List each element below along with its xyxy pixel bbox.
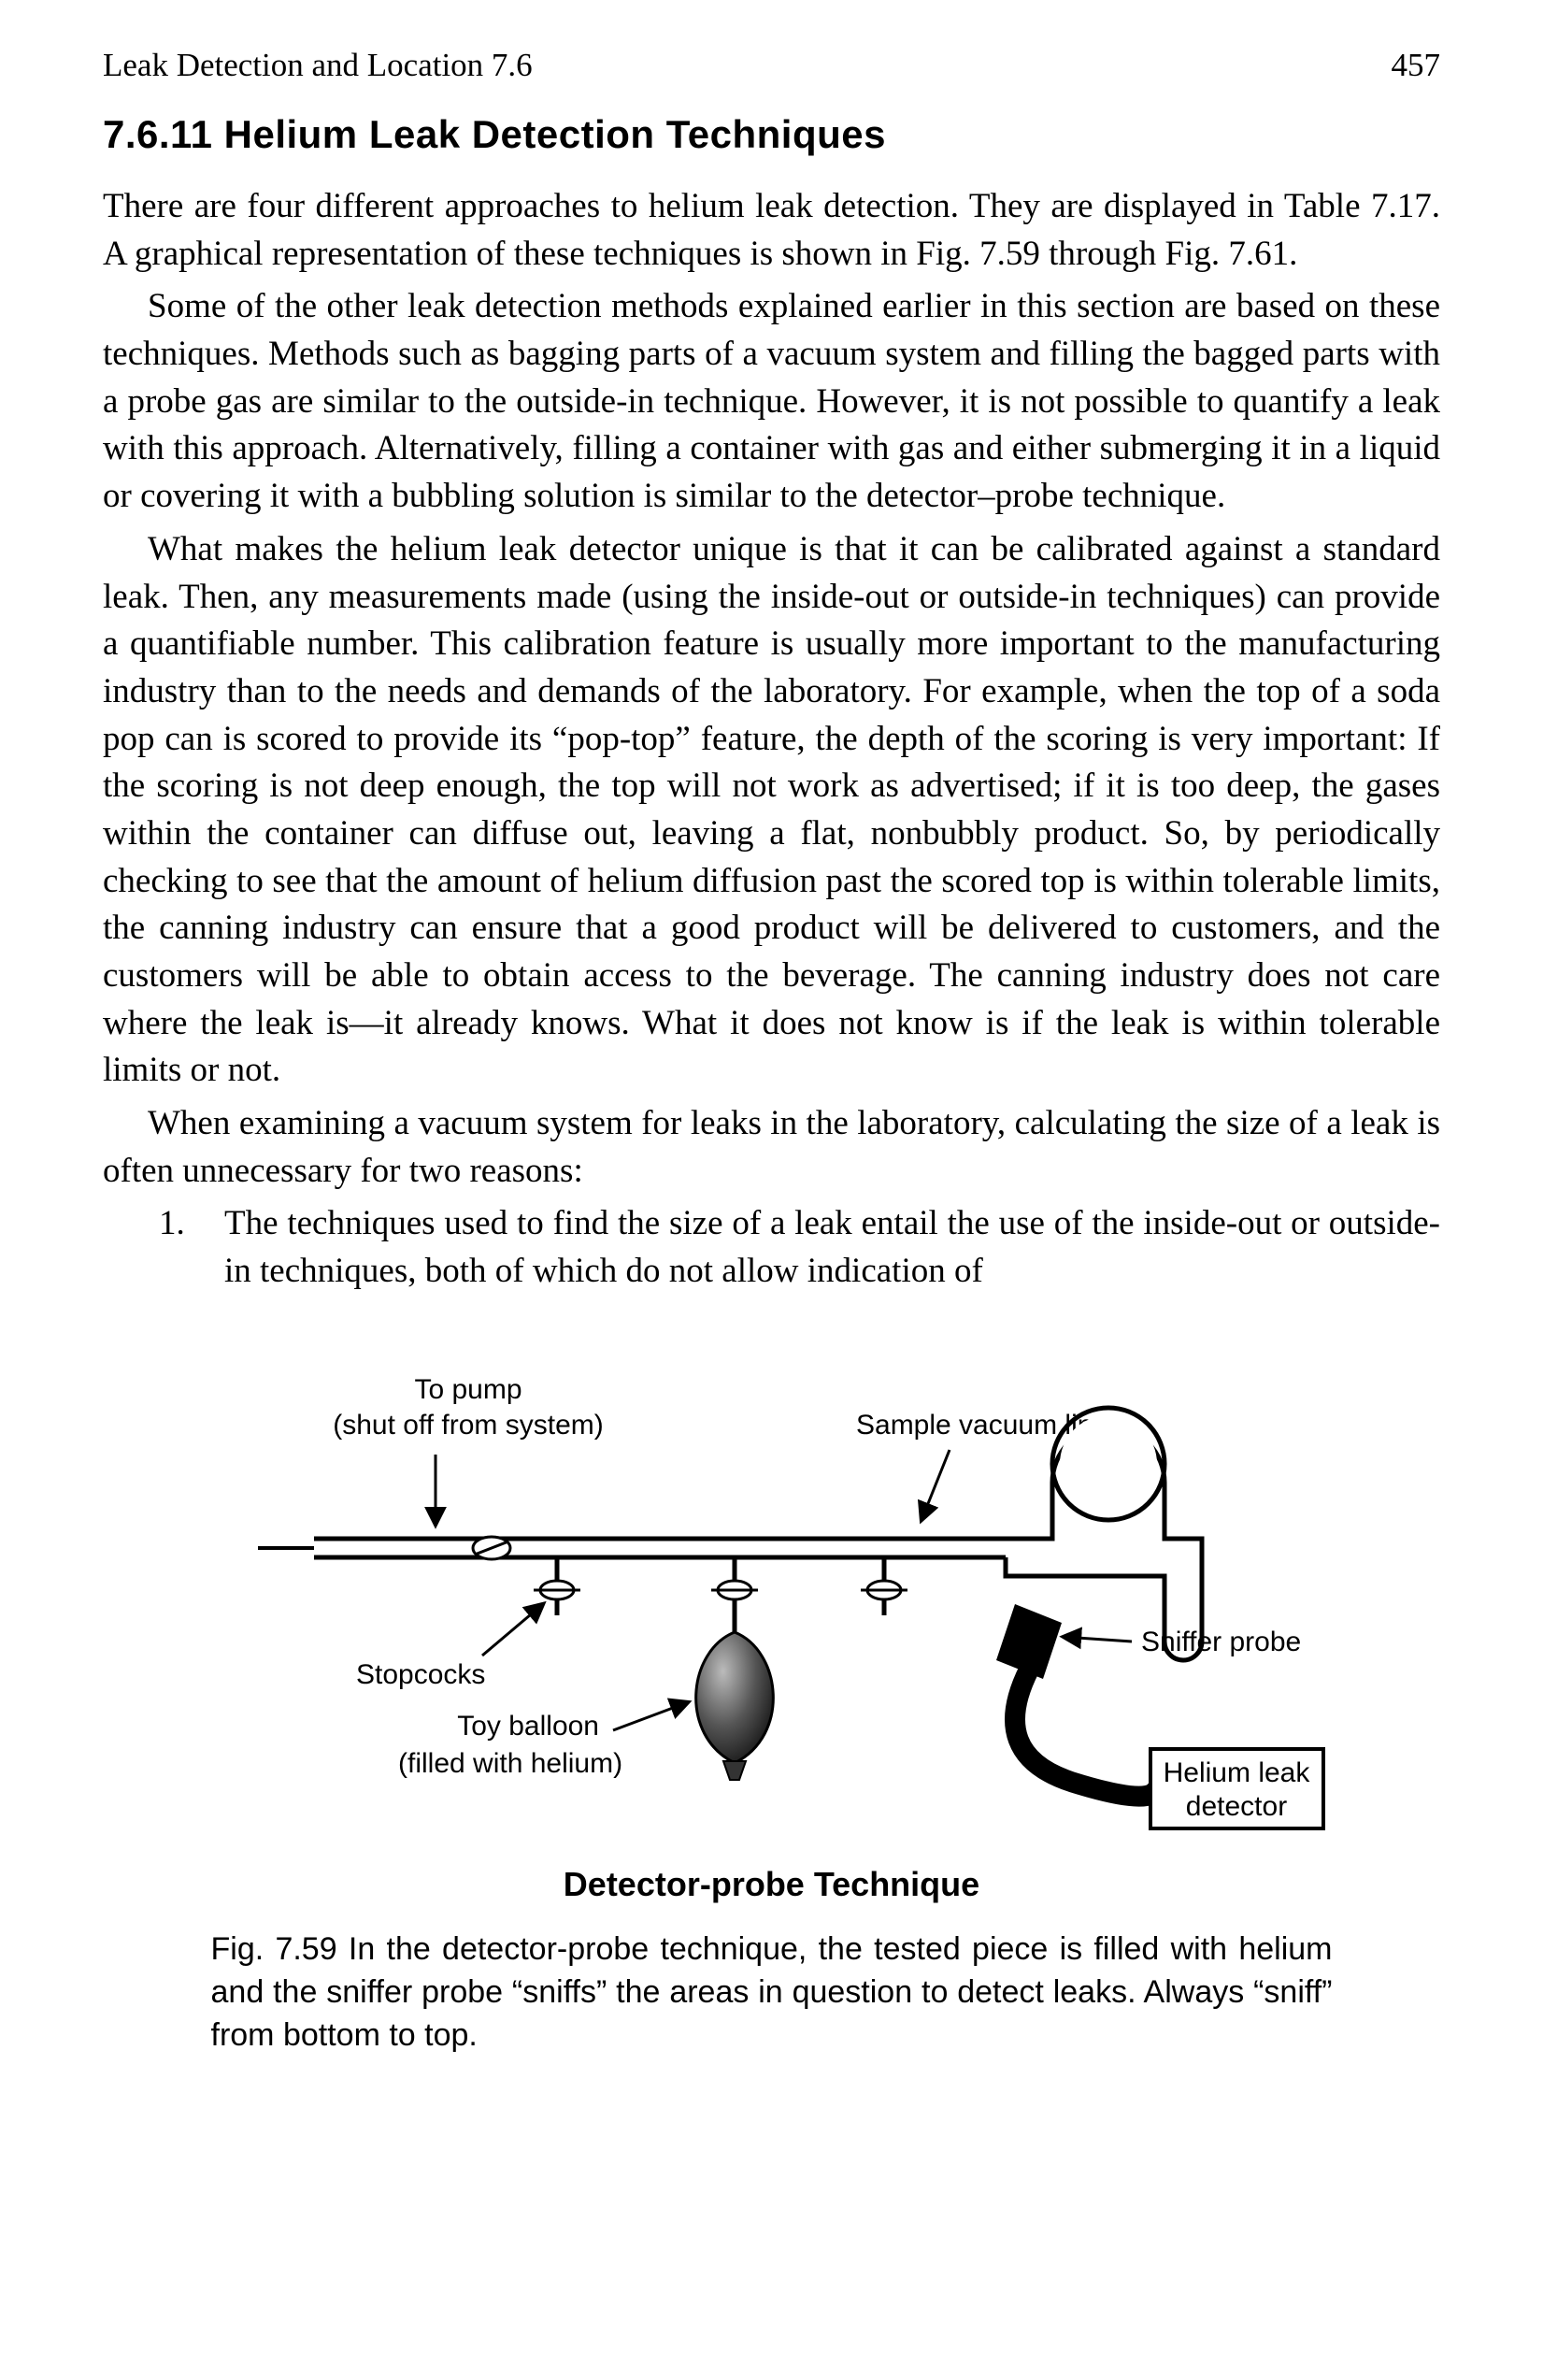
label-to-pump-sub: (shut off from system) [333,1410,604,1441]
figure-7-59: To pump (shut off from system) Sample va… [211,1361,1333,2057]
page-number: 457 [1392,47,1441,84]
figure-caption: Fig. 7.59 In the detector-probe techniqu… [211,1928,1333,2057]
paragraph-2: Some of the other leak detection methods… [103,283,1440,520]
label-balloon-l2: (filled with helium) [398,1748,622,1779]
paragraph-3: What makes the helium leak detector uniq… [103,526,1440,1095]
label-detector-l2: detector [1185,1791,1286,1822]
figure-title: Detector-probe Technique [211,1865,1333,1904]
paragraph-4: When examining a vacuum system for leaks… [103,1100,1440,1195]
label-stopcocks: Stopcocks [356,1659,485,1690]
label-sniffer: Sniffer probe [1141,1627,1301,1657]
paragraph-1: There are four different approaches to h… [103,183,1440,278]
sniffer-probe [996,1604,1155,1797]
toy-balloon [695,1632,773,1780]
stopcock-3 [861,1557,907,1615]
detector-probe-diagram: To pump (shut off from system) Sample va… [211,1361,1333,1847]
header-left: Leak Detection and Location 7.6 [103,47,533,84]
section-heading: 7.6.11 Helium Leak Detection Techniques [103,112,1440,157]
stopcock-2 [711,1557,758,1632]
list-body: The techniques used to find the size of … [224,1200,1440,1295]
list-number: 1. [103,1200,224,1295]
label-balloon-l1: Toy balloon [457,1711,599,1742]
label-detector-l1: Helium leak [1163,1757,1310,1788]
numbered-list-item-1: 1. The techniques used to find the size … [103,1200,1440,1295]
label-to-pump: To pump [414,1374,521,1405]
running-header: Leak Detection and Location 7.6 457 [103,47,1440,84]
